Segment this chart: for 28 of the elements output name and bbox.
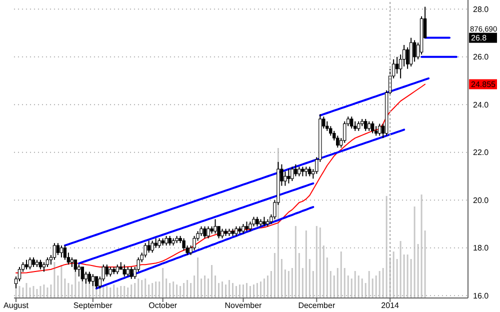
y-tick-label: 16.0: [473, 291, 490, 300]
text: 26.8: [471, 34, 487, 43]
y-tick-label: 24.0: [473, 100, 490, 110]
candlestick: [304, 166, 308, 177]
y-tick-label: 18.0: [473, 244, 490, 253]
x-tick-label: August: [4, 301, 30, 310]
line-series: [64, 128, 406, 246]
y-tick-label: 26.0: [473, 52, 490, 62]
candlestick: [287, 168, 290, 184]
y-tick-label: 20.0: [473, 196, 490, 205]
x-tick-label: October: [148, 301, 178, 310]
candlestick: [284, 170, 287, 186]
y-tick-label: 28.0: [473, 4, 490, 14]
candlestick: [412, 40, 416, 62]
x-tick-label: December: [298, 301, 336, 310]
y-tick-label: 22.0: [473, 148, 490, 158]
text: 24.855: [471, 80, 496, 90]
candlestick: [298, 166, 301, 177]
candlestick: [395, 56, 399, 74]
candlestick: [301, 166, 304, 177]
candlestick: [402, 44, 406, 67]
line-series: [78, 182, 314, 264]
x-tick-label: September: [73, 301, 113, 310]
candlestick: [308, 166, 312, 177]
x-tick-label: November: [224, 301, 262, 310]
x-tick-label: 2014: [381, 301, 400, 310]
line-series: [319, 77, 430, 116]
candlestick: [294, 164, 298, 177]
